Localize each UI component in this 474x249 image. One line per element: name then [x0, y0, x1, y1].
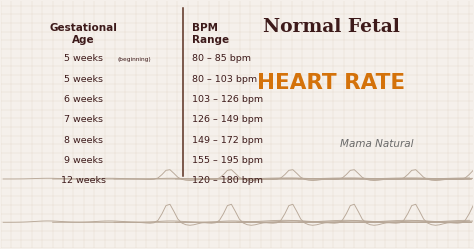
- Text: Mama Natural: Mama Natural: [340, 139, 413, 149]
- Text: 7 weeks: 7 weeks: [64, 115, 103, 124]
- Text: 8 weeks: 8 weeks: [64, 136, 103, 145]
- Text: 149 – 172 bpm: 149 – 172 bpm: [192, 136, 263, 145]
- Text: 120 – 180 bpm: 120 – 180 bpm: [192, 176, 263, 185]
- Text: 80 – 85 bpm: 80 – 85 bpm: [192, 54, 251, 63]
- Text: HEART RATE: HEART RATE: [257, 72, 406, 92]
- Text: 155 – 195 bpm: 155 – 195 bpm: [192, 156, 263, 165]
- Text: 5 weeks: 5 weeks: [64, 54, 103, 63]
- Text: BPM
Range: BPM Range: [192, 23, 229, 45]
- Text: 126 – 149 bpm: 126 – 149 bpm: [192, 115, 263, 124]
- Text: 103 – 126 bpm: 103 – 126 bpm: [192, 95, 263, 104]
- Text: 6 weeks: 6 weeks: [64, 95, 103, 104]
- Text: (beginning): (beginning): [118, 57, 151, 62]
- Text: 80 – 103 bpm: 80 – 103 bpm: [192, 75, 257, 84]
- Text: 9 weeks: 9 weeks: [64, 156, 103, 165]
- Text: 12 weeks: 12 weeks: [61, 176, 106, 185]
- Text: Gestational
Age: Gestational Age: [49, 23, 118, 45]
- Text: 5 weeks: 5 weeks: [64, 75, 103, 84]
- Text: Normal Fetal: Normal Fetal: [263, 18, 400, 36]
